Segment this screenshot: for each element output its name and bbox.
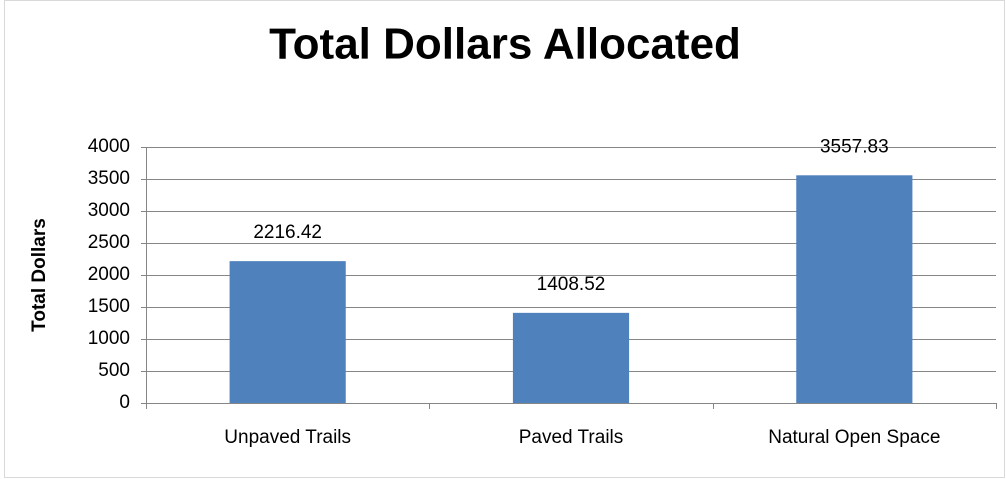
y-tick-label: 3000 bbox=[88, 200, 130, 221]
y-tick-label: 2500 bbox=[88, 232, 130, 253]
x-tick-label: Unpaved Trails bbox=[224, 427, 351, 448]
data-label: 3557.83 bbox=[820, 136, 889, 157]
y-tick-label: 2000 bbox=[88, 264, 130, 285]
data-label: 2216.42 bbox=[253, 222, 322, 243]
chart-title: Total Dollars Allocated bbox=[269, 20, 741, 69]
y-tick-label: 4000 bbox=[88, 136, 130, 157]
y-tick-label: 0 bbox=[119, 392, 130, 413]
bar bbox=[229, 261, 346, 403]
y-axis-label: Total Dollars bbox=[29, 218, 50, 332]
data-label: 1408.52 bbox=[537, 274, 606, 295]
x-tick-label: Natural Open Space bbox=[768, 427, 940, 448]
y-tick-label: 3500 bbox=[88, 168, 130, 189]
x-tick-label: Paved Trails bbox=[519, 427, 624, 448]
y-tick-label: 1000 bbox=[88, 328, 130, 349]
y-tick-label: 500 bbox=[98, 360, 130, 381]
bar bbox=[512, 312, 630, 403]
bar bbox=[796, 175, 913, 403]
y-tick-label: 1500 bbox=[88, 296, 130, 317]
